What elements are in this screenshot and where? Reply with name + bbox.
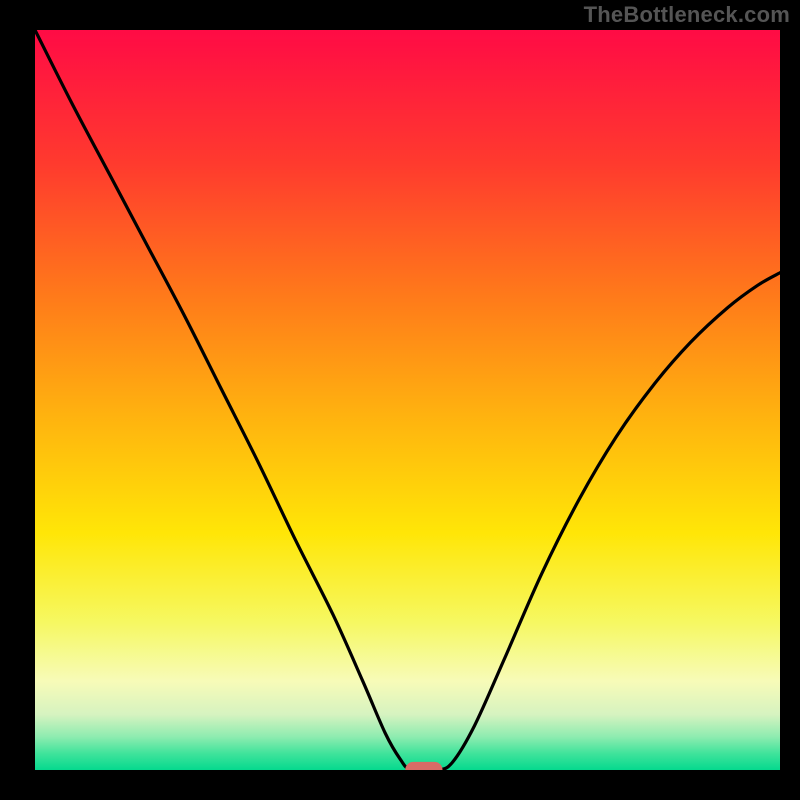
watermark-text: TheBottleneck.com bbox=[584, 2, 790, 28]
optimal-marker bbox=[405, 762, 442, 778]
chart-stage: TheBottleneck.com bbox=[0, 0, 800, 800]
plot-background bbox=[35, 30, 780, 770]
bottleneck-chart-svg bbox=[0, 0, 800, 800]
